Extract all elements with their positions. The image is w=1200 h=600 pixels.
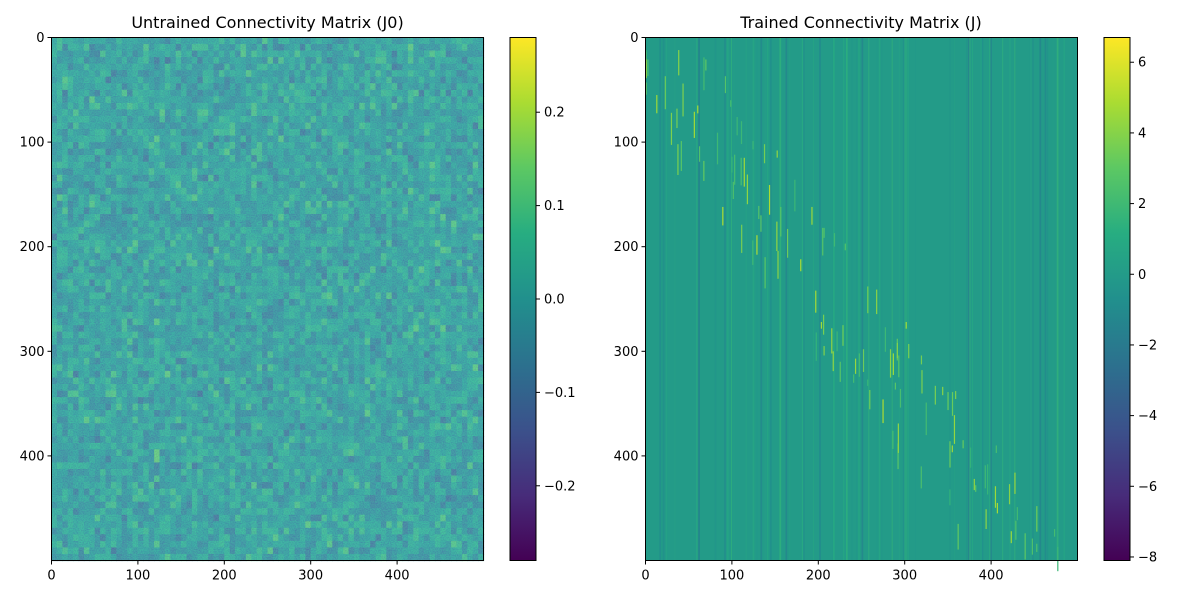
chart-title: Untrained Connectivity Matrix (J0)	[131, 13, 403, 32]
heatmap-cells	[51, 37, 485, 562]
chart-untrained: Untrained Connectivity Matrix (J0) 0 100 2…	[20, 13, 576, 584]
